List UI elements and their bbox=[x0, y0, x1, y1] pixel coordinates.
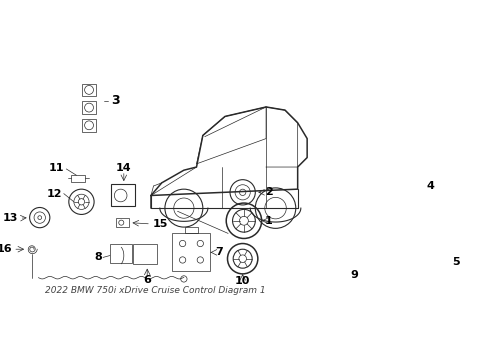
Text: 14: 14 bbox=[116, 163, 132, 173]
Bar bbox=[185, 227, 198, 233]
Bar bbox=[172, 233, 210, 271]
Text: 5: 5 bbox=[452, 257, 460, 267]
Bar bbox=[410, 199, 430, 217]
Bar bbox=[326, 238, 383, 262]
Text: 16: 16 bbox=[0, 244, 12, 254]
Bar bbox=[82, 119, 96, 132]
Text: 8: 8 bbox=[94, 252, 102, 262]
Bar bbox=[82, 101, 96, 114]
Text: 2022 BMW 750i xDrive Cruise Control Diagram 1: 2022 BMW 750i xDrive Cruise Control Diag… bbox=[45, 286, 266, 295]
Bar bbox=[133, 244, 157, 264]
Text: 11: 11 bbox=[48, 163, 64, 173]
Text: 6: 6 bbox=[143, 275, 151, 284]
Text: 1: 1 bbox=[265, 216, 272, 226]
Text: 10: 10 bbox=[235, 276, 250, 286]
Bar bbox=[116, 218, 129, 227]
Text: 13: 13 bbox=[3, 213, 18, 223]
Text: 2: 2 bbox=[265, 187, 272, 197]
Text: 4: 4 bbox=[426, 181, 434, 191]
Text: 9: 9 bbox=[351, 270, 359, 279]
Text: 15: 15 bbox=[152, 219, 168, 229]
Bar bbox=[430, 202, 442, 215]
Bar bbox=[72, 175, 85, 182]
Text: 12: 12 bbox=[47, 189, 62, 199]
Bar bbox=[111, 184, 135, 206]
Bar bbox=[110, 244, 132, 263]
Text: 7: 7 bbox=[216, 247, 223, 257]
Bar bbox=[82, 84, 96, 96]
Text: 3: 3 bbox=[111, 94, 120, 107]
Bar bbox=[320, 231, 390, 266]
